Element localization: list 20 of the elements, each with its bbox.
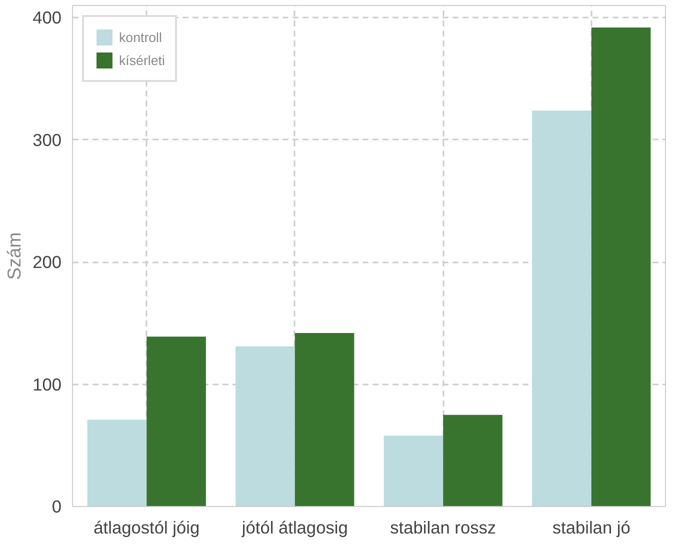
legend-label: kísérleti (119, 52, 165, 68)
bar (294, 332, 354, 506)
x-tick-label: jótól átlagosig (240, 518, 348, 538)
x-tick-label: stabilan jó (552, 518, 630, 538)
x-tick-label: stabilan rossz (390, 518, 496, 538)
bar (236, 346, 295, 506)
y-tick-label: 400 (32, 8, 62, 28)
y-tick-label: 100 (32, 374, 62, 394)
y-axis-title: Szám (4, 232, 25, 280)
y-tick-label: 0 (52, 496, 62, 516)
bar (384, 436, 444, 506)
bar (87, 420, 147, 506)
y-tick-label: 300 (32, 130, 62, 150)
legend-label: kontroll (119, 30, 162, 44)
bar (443, 414, 502, 506)
bar (146, 336, 206, 506)
bar (532, 110, 592, 506)
y-tick-label: 200 (32, 252, 62, 272)
x-tick-label: átlagostól jóig (94, 518, 200, 538)
bar (591, 27, 651, 506)
